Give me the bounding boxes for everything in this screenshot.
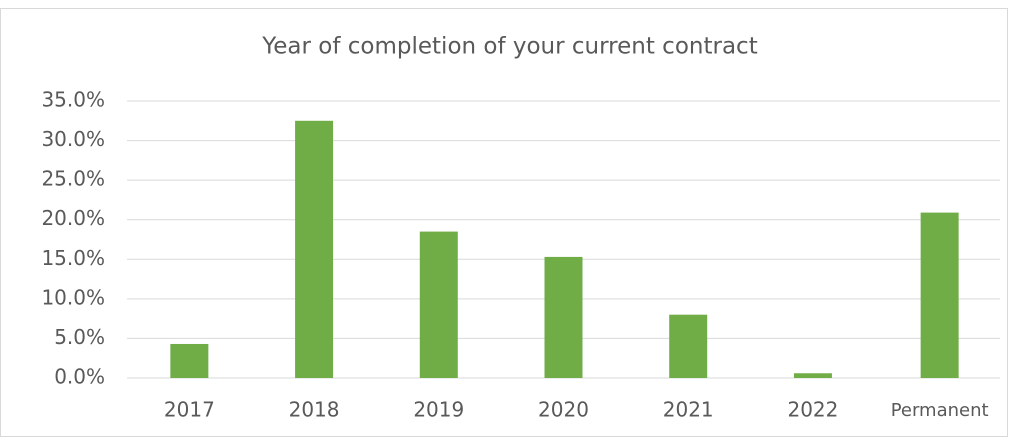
y-tick-label: 35.0% bbox=[41, 88, 105, 112]
bar bbox=[669, 314, 708, 378]
x-tick-label: 2019 bbox=[413, 398, 464, 422]
y-tick-label: 0.0% bbox=[54, 365, 105, 389]
y-tick-label: 15.0% bbox=[41, 246, 105, 270]
bar bbox=[419, 231, 458, 378]
x-tick-label: Permanent bbox=[891, 400, 989, 421]
x-tick-label: 2022 bbox=[787, 398, 838, 422]
x-tick-label: 2017 bbox=[164, 398, 215, 422]
bar bbox=[544, 256, 583, 378]
x-tick-label: 2021 bbox=[663, 398, 714, 422]
x-tick-label: 2020 bbox=[538, 398, 589, 422]
chart-frame bbox=[0, 8, 1008, 437]
y-tick-label: 20.0% bbox=[41, 206, 105, 230]
bar bbox=[295, 120, 334, 379]
bar bbox=[920, 212, 959, 378]
chart-title: Year of completion of your current contr… bbox=[261, 34, 757, 60]
bar bbox=[170, 343, 209, 378]
x-tick-label: 2018 bbox=[289, 398, 340, 422]
y-tick-label: 25.0% bbox=[41, 167, 105, 191]
y-tick-label: 30.0% bbox=[41, 127, 105, 151]
bar bbox=[793, 373, 832, 378]
y-tick-label: 5.0% bbox=[54, 325, 105, 349]
y-tick-label: 10.0% bbox=[41, 285, 105, 309]
